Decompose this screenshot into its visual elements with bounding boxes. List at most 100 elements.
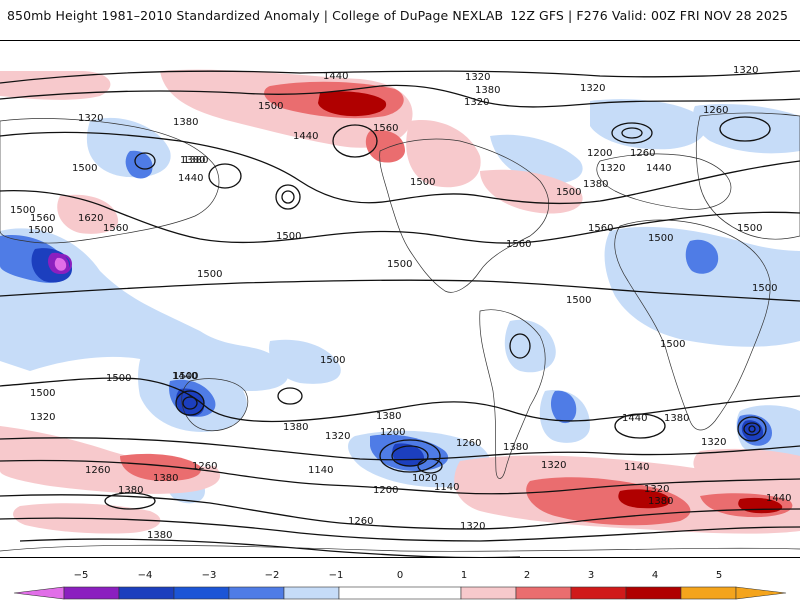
contour-label: 1380 <box>664 413 689 424</box>
colorbar-cell-pos2 <box>515 586 572 600</box>
colorbar-tick: 1 <box>460 570 468 581</box>
contour-label: 1560 <box>103 223 128 234</box>
colorbar-cell-zero <box>338 586 462 600</box>
colorbar-tick: 3 <box>587 570 595 581</box>
contour-label: 1320 <box>541 460 566 471</box>
contour-label: 1380 <box>147 530 172 541</box>
product-title: 850mb Height 1981–2010 Standardized Anom… <box>7 8 504 23</box>
contour-label: 1500 <box>173 371 198 382</box>
contour-label: 1320 <box>701 437 726 448</box>
contour-label: 1500 <box>28 225 53 236</box>
colorbar-cell-pos4 <box>625 586 682 600</box>
contour-label: 1140 <box>624 462 649 473</box>
colorbar-tick: −1 <box>328 570 344 581</box>
colorbar-cell-neg3 <box>118 586 175 600</box>
contour-label: 1560 <box>506 239 531 250</box>
colorbar-cell-neg25 <box>173 586 230 600</box>
contour-label: 1500 <box>276 231 301 242</box>
contour-label: 1320 <box>325 431 350 442</box>
colorbar: −5 −4 −3 −2 −1 0 1 2 3 4 5 <box>0 570 800 600</box>
contour-label: 1500 <box>556 187 581 198</box>
contour-label: 1320 <box>78 113 103 124</box>
contour-label: 1500 <box>72 163 97 174</box>
colorbar-tick: −5 <box>73 570 89 581</box>
contour-label: 1440 <box>172 371 197 382</box>
contour-label: 1500 <box>106 373 131 384</box>
contour-label: 1440 <box>766 493 791 504</box>
contour-label: 1020 <box>412 473 437 484</box>
colorbar-tick: −3 <box>201 570 217 581</box>
contour-label: 1500 <box>197 269 222 280</box>
colorbar-tick: −2 <box>264 570 280 581</box>
contour-label: 1560 <box>588 223 613 234</box>
colorbar-cell-neg1 <box>283 586 340 600</box>
contour-label: 1380 <box>583 179 608 190</box>
colorbar-cell-pos5 <box>680 586 737 600</box>
contour-label: 1320 <box>580 83 605 94</box>
colorbar-cell-pos5-tip <box>735 586 787 600</box>
colorbar-cell-neg4 <box>63 586 120 600</box>
contour-label: 1500 <box>30 388 55 399</box>
contour-label: 1260 <box>85 465 110 476</box>
colorbar-tick: −4 <box>137 570 153 581</box>
contour-label: 1380 <box>648 496 673 507</box>
colorbar-cell-pos1 <box>460 586 517 600</box>
contour-label: 1560 <box>30 213 55 224</box>
contour-label: 1500 <box>648 233 673 244</box>
contour-label: 1380 <box>180 155 205 166</box>
contour-label: 1320 <box>465 72 490 83</box>
colorbar-cell-pos3 <box>570 586 627 600</box>
colorbar-tick: 4 <box>651 570 659 581</box>
contour-label: 1380 <box>283 422 308 433</box>
map-canvas: 1440 1380 1320 1320 1260 1320 1500 1440 … <box>0 41 800 557</box>
contour-label: 1500 <box>660 339 685 350</box>
run-info: 12Z GFS | F276 Valid: 00Z FRI NOV 28 202… <box>510 8 788 23</box>
contour-label: 1260 <box>348 516 373 527</box>
anomaly-map: 1440 1380 1320 1320 1260 1320 1500 1440 … <box>0 40 800 558</box>
contour-label: 1140 <box>434 482 459 493</box>
contour-label: 1500 <box>387 259 412 270</box>
contour-label: 1380 <box>503 442 528 453</box>
contour-label: 1620 <box>78 213 103 224</box>
contour-label: 1500 <box>258 101 283 112</box>
contour-label: 1500 <box>737 223 762 234</box>
contour-label: 1440 <box>646 163 671 174</box>
contour-label: 1500 <box>752 283 777 294</box>
colorbar-tick: 2 <box>523 570 531 581</box>
colorbar-cell-neg2 <box>228 586 285 600</box>
contour-label: 1200 <box>380 427 405 438</box>
contour-label: 1500 <box>10 205 35 216</box>
contour-label: 1260 <box>703 105 728 116</box>
contour-label: 1260 <box>630 148 655 159</box>
colorbar-tick: 0 <box>396 570 404 581</box>
colorbar-cell-neg5 <box>13 586 65 600</box>
contour-label: 1500 <box>320 355 345 366</box>
contour-label: 1320 <box>30 412 55 423</box>
contour-label: 1380 <box>475 85 500 96</box>
contour-labels: 1440 1380 1320 1320 1260 1320 1500 1440 … <box>10 65 791 541</box>
contour-label: 1380 <box>183 155 208 166</box>
contour-label: 1560 <box>373 123 398 134</box>
contour-label: 1140 <box>308 465 333 476</box>
contour-label: 1320 <box>460 521 485 532</box>
contour-label: 1380 <box>118 485 143 496</box>
contour-label: 1380 <box>376 411 401 422</box>
contour-label: 1500 <box>566 295 591 306</box>
contour-label: 1440 <box>293 131 318 142</box>
contour-label: 1440 <box>323 71 348 82</box>
contour-label: 1440 <box>178 173 203 184</box>
contour-label: 1380 <box>153 473 178 484</box>
coastlines <box>0 112 800 552</box>
colorbar-tick: 5 <box>715 570 723 581</box>
header: 850mb Height 1981–2010 Standardized Anom… <box>0 0 800 34</box>
contour-label: 1260 <box>192 461 217 472</box>
contour-label: 1320 <box>733 65 758 76</box>
contour-label: 1320 <box>600 163 625 174</box>
contour-label: 1320 <box>464 97 489 108</box>
colorbar-graphic <box>13 586 787 600</box>
height-contours <box>0 70 800 557</box>
contour-label: 1380 <box>173 117 198 128</box>
contour-label: 1200 <box>587 148 612 159</box>
contour-label: 1500 <box>410 177 435 188</box>
contour-label: 1320 <box>644 484 669 495</box>
